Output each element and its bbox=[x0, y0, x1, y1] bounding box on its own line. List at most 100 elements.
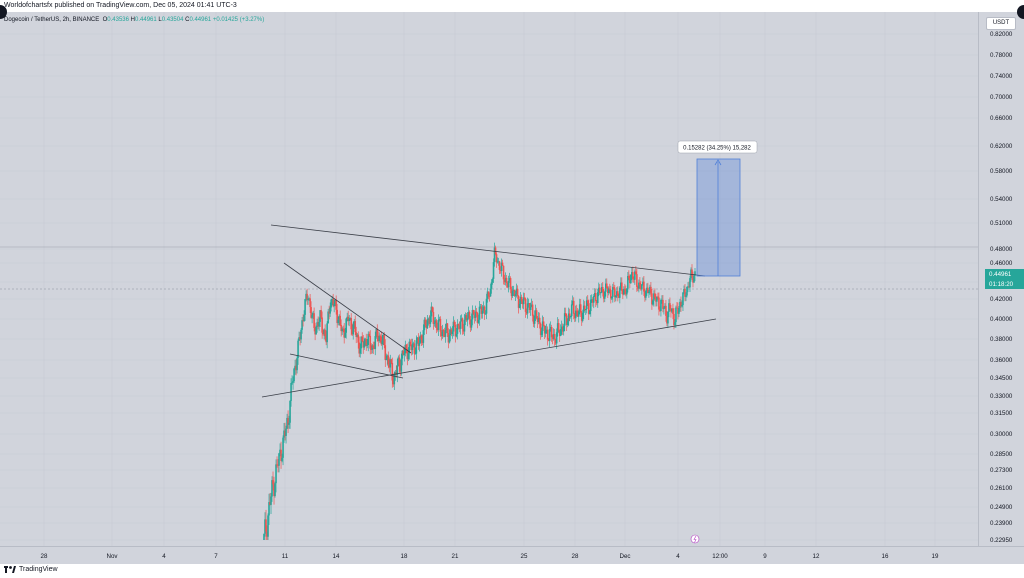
symbol-legend: Dogecoin / TetherUS, 2h, BINANCE O0.4353… bbox=[4, 17, 264, 23]
chart-pane[interactable]: 0.15282 (34.25%) 15,282 bbox=[0, 12, 978, 546]
candle-body bbox=[532, 315, 535, 324]
candle-body bbox=[342, 328, 344, 330]
candle-body bbox=[382, 334, 385, 341]
time-tick-label: Dec bbox=[619, 553, 630, 560]
candle-body bbox=[388, 364, 391, 368]
candle-body bbox=[582, 305, 585, 314]
candle-body bbox=[399, 366, 402, 372]
candle-body bbox=[321, 317, 323, 333]
candlestick-chart[interactable]: 0.15282 (34.25%) 15,282 bbox=[0, 12, 978, 546]
candle-body bbox=[638, 282, 640, 289]
candle-body bbox=[499, 269, 502, 272]
candle-body bbox=[288, 422, 290, 425]
candle-body bbox=[436, 327, 439, 331]
candle-body bbox=[480, 306, 483, 314]
candle-body bbox=[468, 311, 471, 320]
candle-body bbox=[422, 330, 425, 343]
candle-body bbox=[527, 303, 530, 304]
candle-body bbox=[278, 453, 280, 466]
candle-body bbox=[473, 314, 476, 318]
candle-body bbox=[620, 282, 622, 288]
time-axis[interactable]: 28 Nov 4 7 11 14 18 21 25 28 Dec 4 12:00 9 12 16 19 bbox=[0, 546, 1024, 564]
candle-body bbox=[529, 306, 532, 311]
candle-body bbox=[446, 323, 449, 334]
candle-body bbox=[405, 344, 408, 349]
candle-body bbox=[390, 359, 393, 363]
candle-body bbox=[458, 325, 461, 329]
price-tick-label: 0.31500 bbox=[990, 410, 1013, 417]
right-edge-icon[interactable] bbox=[1017, 5, 1024, 19]
candle-body bbox=[488, 296, 491, 298]
candle-body bbox=[669, 303, 671, 310]
candle-body bbox=[318, 321, 320, 327]
candle-body bbox=[623, 288, 625, 295]
candle-body bbox=[441, 329, 444, 337]
candle-body bbox=[565, 315, 568, 326]
price-tick-label: 0.70000 bbox=[990, 94, 1013, 101]
candle-body bbox=[599, 292, 602, 294]
candle-body bbox=[336, 309, 338, 324]
candle-body bbox=[633, 278, 635, 280]
event-marker-icon bbox=[690, 534, 700, 544]
candle-body bbox=[573, 313, 576, 319]
candle-body bbox=[540, 331, 543, 335]
candle-body bbox=[648, 291, 650, 294]
currency-button[interactable]: USDT bbox=[986, 17, 1016, 30]
candle-body bbox=[694, 271, 696, 276]
candle-body bbox=[612, 287, 614, 297]
candle-body bbox=[494, 247, 497, 255]
candle-body bbox=[594, 293, 597, 302]
candle-body bbox=[636, 274, 638, 287]
price-tick-label: 0.48000 bbox=[990, 246, 1013, 253]
candle-body bbox=[546, 329, 549, 340]
price-tick-label: 0.51000 bbox=[990, 220, 1013, 227]
candle-body bbox=[509, 278, 512, 290]
candle-body bbox=[513, 289, 516, 297]
candle-body bbox=[652, 300, 654, 305]
candle-body bbox=[413, 343, 416, 354]
candle-body bbox=[370, 348, 373, 350]
candle-body bbox=[334, 299, 336, 304]
candle-body bbox=[323, 329, 325, 335]
brand-name: TradingView bbox=[19, 566, 58, 573]
candle-body bbox=[462, 328, 465, 332]
candle-body bbox=[434, 320, 437, 324]
candle-body bbox=[485, 298, 488, 314]
candle-body bbox=[517, 295, 520, 308]
candle-body bbox=[662, 299, 664, 309]
candle-body bbox=[377, 337, 380, 341]
candle-body bbox=[285, 428, 287, 436]
price-axis-labels: 0.82000 0.78000 0.74000 0.70000 0.66000 0.620… bbox=[985, 31, 1024, 544]
candle-body bbox=[402, 350, 405, 356]
candle-body bbox=[601, 287, 604, 292]
left-edge-icon[interactable] bbox=[0, 5, 7, 19]
price-tick-label: 0.46000 bbox=[990, 260, 1013, 267]
candle-body bbox=[374, 336, 377, 349]
candle-body bbox=[490, 282, 493, 289]
candle-body bbox=[309, 298, 311, 308]
candle-body bbox=[681, 305, 683, 307]
candle-body bbox=[492, 262, 495, 279]
time-tick-label: 7 bbox=[214, 553, 218, 560]
candle-body bbox=[283, 430, 285, 438]
candle-body bbox=[685, 295, 687, 297]
time-tick-label: 25 bbox=[521, 553, 528, 560]
candle-body bbox=[296, 358, 298, 371]
candle-body bbox=[308, 298, 310, 300]
candle-body bbox=[670, 309, 672, 312]
candle-body bbox=[314, 327, 316, 335]
candle-body bbox=[578, 304, 581, 312]
candle-body bbox=[453, 321, 456, 325]
price-axis[interactable]: 0.82000 0.78000 0.74000 0.70000 0.66000 0.620… bbox=[978, 12, 1024, 546]
candle-body bbox=[689, 278, 691, 288]
candle-body bbox=[389, 359, 392, 368]
candle-body bbox=[515, 288, 518, 295]
candle-body bbox=[298, 337, 300, 341]
candle-body bbox=[315, 326, 317, 335]
candle-body bbox=[616, 291, 618, 296]
candle-body bbox=[520, 296, 523, 302]
candle-body bbox=[621, 282, 623, 291]
candle-body bbox=[591, 299, 594, 303]
candle-body bbox=[507, 280, 510, 288]
lightning-icon bbox=[693, 535, 697, 543]
